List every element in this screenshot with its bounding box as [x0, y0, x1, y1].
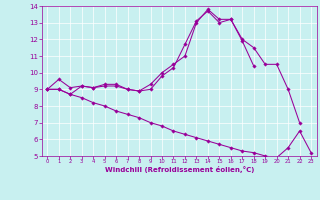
X-axis label: Windchill (Refroidissement éolien,°C): Windchill (Refroidissement éolien,°C): [105, 166, 254, 173]
